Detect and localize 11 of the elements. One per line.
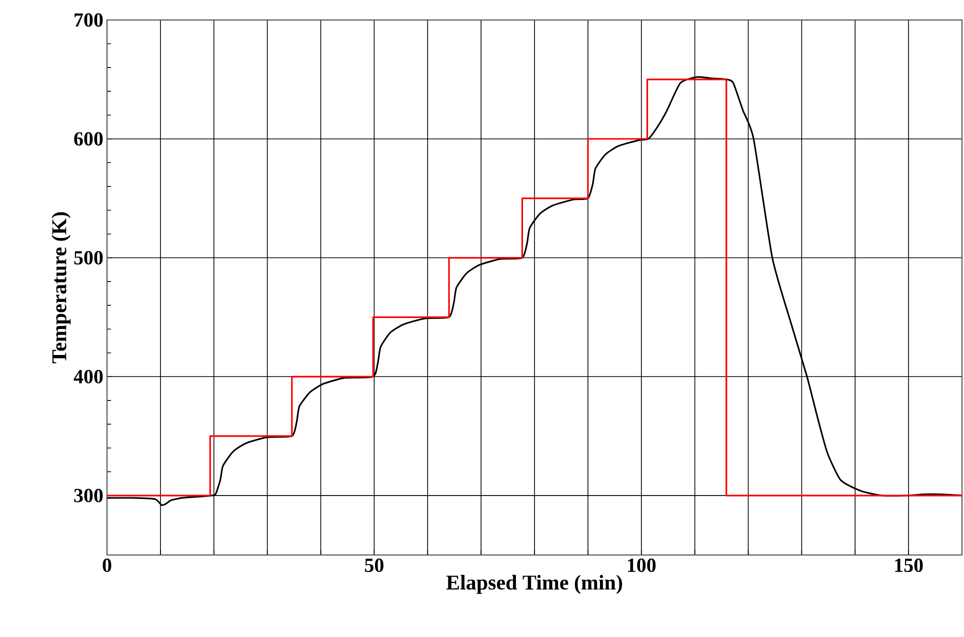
x-tick-label: 150: [895, 558, 923, 572]
y-tick-label: 300: [74, 488, 103, 502]
y-tick-label: 400: [74, 370, 103, 384]
y-tick-label: 500: [74, 251, 103, 265]
x-tick-label: 100: [628, 558, 656, 572]
y-tick-label: 700: [74, 13, 103, 27]
y-tick-label: 600: [74, 132, 103, 146]
x-tick-label: 0: [102, 558, 112, 572]
x-axis-title: Elapsed Time (min): [446, 574, 622, 594]
x-tick-label: 50: [364, 558, 384, 572]
y-axis-title: Temperature (K): [52, 212, 71, 364]
